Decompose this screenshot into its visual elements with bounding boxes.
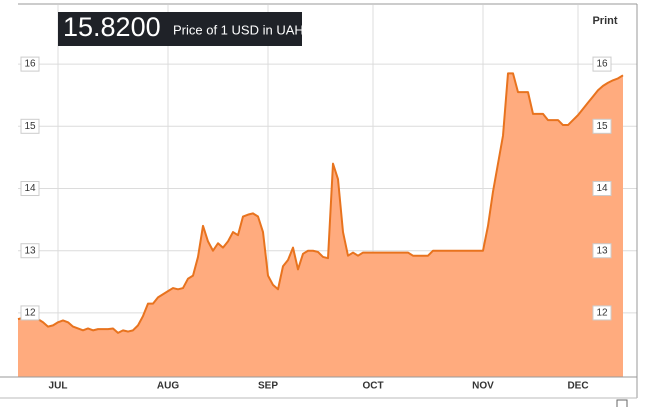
y-tick-box <box>20 56 40 72</box>
x-tick-label: SEP <box>258 381 278 392</box>
x-tick-label: NOV <box>472 381 494 392</box>
y-tick-box <box>592 243 612 259</box>
y-tick-box <box>20 181 40 197</box>
price-box <box>58 12 302 46</box>
ticks: JUL AUG SEP OCT NOV DEC 12 12 13 13 14 14 15 15 16 16 <box>20 56 612 392</box>
y-tick-label-right: 14 <box>596 183 608 194</box>
x-tick-label: DEC <box>567 381 588 392</box>
area-fill <box>18 73 623 377</box>
x-tick-label: JUL <box>49 381 68 392</box>
price-value: 15.8200 <box>63 12 161 42</box>
y-tick-box <box>20 305 40 321</box>
y-tick-label-right: 13 <box>596 245 608 256</box>
y-tick-label-left: 14 <box>24 183 36 194</box>
y-tick-label-right: 12 <box>596 308 608 319</box>
y-tick-label-right: 15 <box>596 121 608 132</box>
y-tick-label-right: 16 <box>596 59 608 70</box>
chart-subtitle: Price of 1 USD in UAH <box>173 22 304 37</box>
y-tick-label-left: 13 <box>24 245 36 256</box>
y-tick-box <box>592 118 612 134</box>
close-box[interactable] <box>616 399 628 407</box>
x-tick-label: AUG <box>157 381 179 392</box>
y-tick-label-left: 16 <box>24 59 36 70</box>
x-tick-label: OCT <box>362 381 383 392</box>
y-tick-box <box>592 181 612 197</box>
y-tick-box <box>592 305 612 321</box>
plot <box>17 72 624 377</box>
y-tick-label-left: 12 <box>24 308 36 319</box>
y-tick-box <box>592 56 612 72</box>
price-line <box>17 72 624 334</box>
y-tick-label-left: 15 <box>24 121 36 132</box>
y-tick-box <box>20 243 40 259</box>
y-tick-box <box>20 118 40 134</box>
print-button[interactable]: Print <box>592 15 617 27</box>
